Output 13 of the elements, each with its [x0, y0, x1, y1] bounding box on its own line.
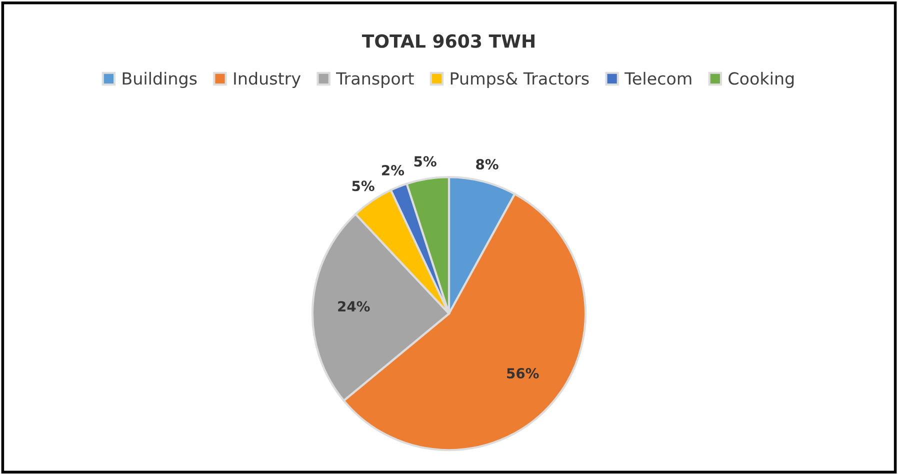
legend-label: Pumps& Tractors [450, 72, 589, 88]
data-label: 5% [414, 156, 436, 167]
data-label: 24% [338, 301, 370, 312]
data-label: 8% [476, 159, 498, 170]
legend-label: Industry [234, 72, 301, 88]
chart-title: TOTAL 9603 TWH [362, 34, 534, 48]
data-label: 2% [382, 164, 404, 176]
legend-label: Cooking [728, 72, 794, 88]
data-label: 56% [507, 368, 539, 379]
legend-label: Telecom [624, 72, 692, 85]
data-label: 5% [352, 180, 374, 192]
legend-label: Transport [336, 72, 414, 88]
legend-label: Buildings [122, 72, 197, 88]
